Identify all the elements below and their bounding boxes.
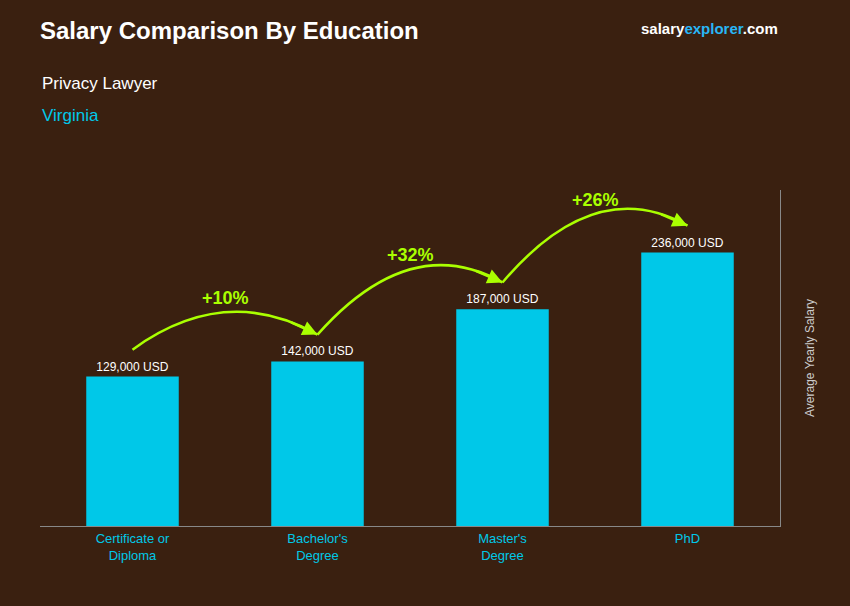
svg-text:236,000 USD: 236,000 USD bbox=[651, 236, 723, 250]
svg-text:Master'sDegree: Master'sDegree bbox=[478, 531, 527, 563]
svg-text:PhD: PhD bbox=[675, 531, 700, 546]
svg-text:Salary Comparison By Education: Salary Comparison By Education bbox=[40, 17, 419, 44]
svg-text:Average Yearly Salary: Average Yearly Salary bbox=[803, 299, 817, 417]
svg-text:Virginia: Virginia bbox=[42, 106, 99, 125]
svg-text:+32%: +32% bbox=[387, 245, 434, 265]
svg-text:129,000 USD: 129,000 USD bbox=[96, 360, 168, 374]
svg-text:142,000 USD: 142,000 USD bbox=[281, 344, 353, 358]
svg-text:Privacy Lawyer: Privacy Lawyer bbox=[42, 74, 158, 93]
svg-text:salaryexplorer.com: salaryexplorer.com bbox=[641, 20, 778, 37]
svg-text:Bachelor'sDegree: Bachelor'sDegree bbox=[287, 531, 348, 563]
svg-text:187,000 USD: 187,000 USD bbox=[466, 292, 538, 306]
svg-text:Certificate orDiploma: Certificate orDiploma bbox=[96, 531, 170, 563]
svg-text:+10%: +10% bbox=[202, 288, 249, 308]
svg-text:+26%: +26% bbox=[572, 190, 619, 210]
